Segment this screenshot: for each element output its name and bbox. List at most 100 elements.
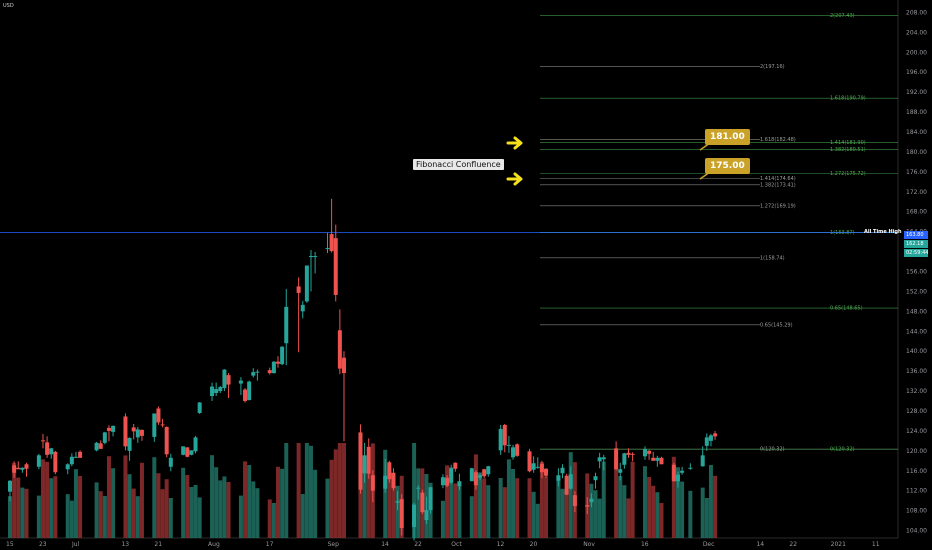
y-tick-label: 176.00 (906, 169, 927, 176)
volume-bar (127, 474, 132, 538)
price-badge-ath: 163.80 (904, 231, 928, 239)
candle-body (568, 474, 573, 489)
y-tick-label: 136.00 (906, 368, 927, 375)
volume-bar (362, 466, 367, 538)
candle-body (601, 457, 606, 460)
volume-bar (181, 467, 186, 538)
x-tick-label: 2021 (831, 541, 846, 548)
volume-bar (226, 482, 231, 538)
candle-body (65, 464, 70, 470)
candle-body (284, 306, 289, 344)
volume-bar (251, 481, 256, 538)
volume-bar (284, 443, 289, 538)
y-tick-label: 144.00 (906, 328, 927, 335)
candle-body (387, 462, 392, 480)
volume-bar (531, 491, 536, 538)
volume-bar (189, 487, 194, 538)
candle-body (440, 477, 445, 486)
candle-body (659, 457, 664, 465)
y-tick-label: 188.00 (906, 109, 927, 116)
volume-bar (53, 476, 58, 538)
fib-level-label: 0(120.32) (830, 447, 855, 453)
fib-level-label: 1.382(180.51) (830, 147, 866, 153)
volume-bar (412, 443, 417, 538)
candle-body (40, 440, 45, 442)
volume-bar (271, 503, 276, 538)
x-tick-label: Aug (208, 541, 220, 548)
y-tick-label: 116.00 (906, 468, 927, 475)
volume-bar (449, 467, 454, 538)
x-tick-label: 22 (789, 541, 797, 548)
candle-body (383, 475, 388, 489)
candle-body (73, 456, 78, 458)
y-tick-label: 112.00 (906, 488, 927, 495)
candle-body (395, 501, 400, 503)
candle-body (671, 464, 676, 482)
volume-bar (111, 468, 116, 538)
candle-body (478, 475, 483, 478)
candle-body (614, 448, 619, 470)
volume-bar (675, 467, 680, 538)
candle-body (127, 437, 132, 451)
candle-body (185, 447, 190, 457)
candle-body (16, 467, 21, 470)
candle-body (366, 446, 371, 474)
volume-bar (102, 496, 107, 538)
volume-bar (238, 495, 243, 538)
volume-bar (544, 476, 549, 538)
volume-bar (73, 469, 78, 538)
volume-bar (308, 445, 313, 538)
candle-body (556, 475, 561, 481)
volume-bar (131, 488, 136, 538)
candle-body (680, 470, 685, 473)
candle-body (700, 455, 705, 467)
candle-body (271, 361, 276, 374)
volume-bar (597, 498, 602, 538)
volume-bar (626, 498, 631, 538)
x-tick-label: 17 (266, 541, 274, 548)
candle-body (296, 286, 301, 293)
candle-body (399, 499, 404, 529)
volume-bar (36, 495, 41, 538)
x-tick-label: 11 (872, 541, 880, 548)
volume-bar (655, 492, 660, 538)
x-tick-label: Nov (583, 541, 595, 548)
x-tick-label: 23 (39, 541, 47, 548)
candle-body (593, 476, 598, 481)
candle-body (457, 481, 462, 487)
volume-bar (168, 498, 173, 538)
candle-body (53, 451, 58, 473)
volume-bar (589, 483, 594, 538)
candle-body (453, 462, 458, 469)
volume-bar (539, 462, 544, 538)
volume-bar (515, 478, 520, 538)
candle-body (630, 453, 635, 455)
candle-body (329, 234, 334, 252)
volume-bar (601, 461, 606, 538)
volume-bar (185, 475, 190, 538)
volume-bar (506, 459, 511, 538)
candle-body (416, 487, 421, 489)
candle-body (539, 463, 544, 473)
volume-bar (69, 500, 74, 538)
candle-body (12, 465, 17, 473)
volume-bar (498, 478, 503, 538)
y-tick-label: 184.00 (906, 129, 927, 136)
candle-body (420, 492, 425, 513)
candle-body (156, 408, 161, 423)
y-tick-label: 124.00 (906, 428, 927, 435)
volume-bar (651, 485, 656, 538)
fib-level-label: 1.618(190.79) (830, 96, 866, 102)
candle-body (358, 432, 363, 490)
y-tick-label: 204.00 (906, 29, 927, 36)
volume-bar (445, 465, 450, 538)
volume-bar (160, 489, 165, 538)
candle-body (362, 455, 367, 474)
y-tick-label: 156.00 (906, 268, 927, 275)
candle-body (424, 510, 429, 521)
candle-body (515, 444, 520, 456)
volume-bar (16, 477, 21, 538)
candle-body (69, 456, 74, 465)
volume-bar (502, 487, 507, 538)
